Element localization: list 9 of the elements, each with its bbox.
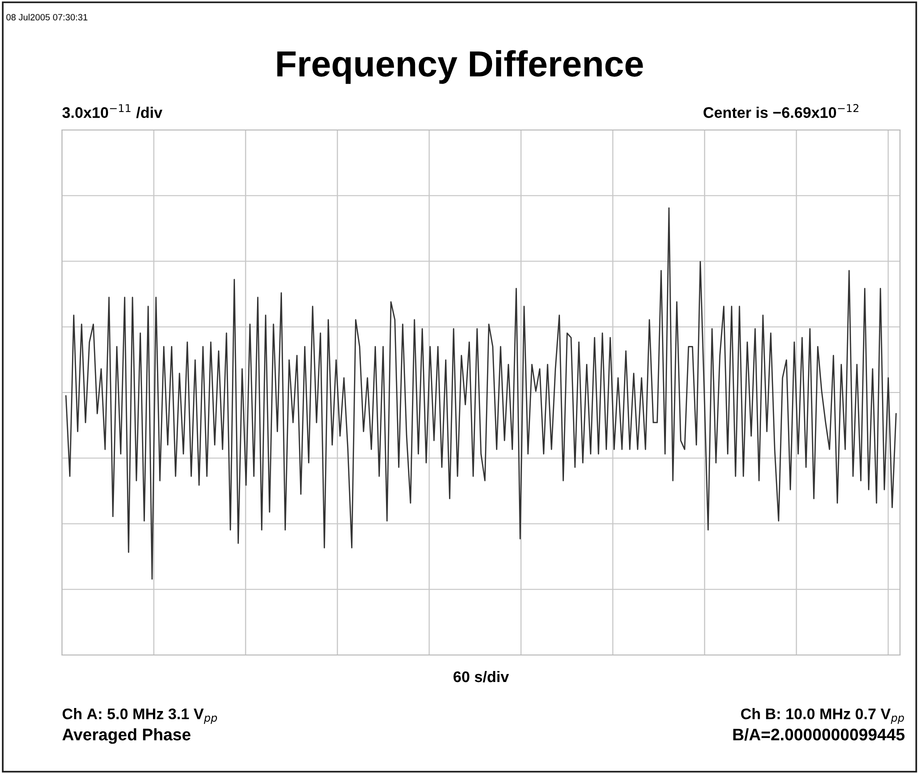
text: 3.0x10$^{−11}$ /div (62, 104, 162, 118)
text: Ch B: 10.0 MHz 0.7 V$_{pp}$ (741, 708, 904, 724)
text: Ch A: 5.0 MHz 3.1 V$_{pp}$ (62, 708, 218, 724)
x-axis-title: 60 s/div (454, 670, 509, 682)
text: Averaged Phase (62, 728, 190, 744)
text: Center is −6.69x10$^{−12}$ (704, 104, 858, 118)
text: B/A=2.0000000099445 (733, 728, 905, 741)
chart-title: Frequency Difference (277, 50, 643, 84)
text: 08 Jul2005 07:30:31 (6, 14, 88, 20)
